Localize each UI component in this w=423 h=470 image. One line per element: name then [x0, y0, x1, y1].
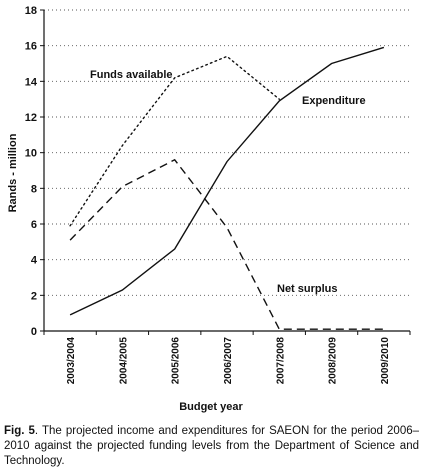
figure-label: Fig. 5 — [4, 425, 35, 437]
y-tick-label-4: 4 — [31, 255, 38, 267]
x-tick-label-2004-2005: 2004/2005 — [118, 337, 129, 385]
x-tick-label-2003-2004: 2003/2004 — [66, 337, 77, 385]
axes — [40, 9, 411, 335]
series-line-funds-available — [69, 55, 280, 227]
line-chart: 0 2 4 6 8 10 12 14 16 18 2003/2004 2004/2005 2005/2… — [7, 5, 411, 413]
series-line-expenditure — [69, 46, 385, 316]
figure-caption: Fig. 5. The projected income and expendi… — [4, 424, 419, 469]
x-axis-title: Budget year — [179, 401, 243, 413]
x-tick-label-2006-2007: 2006/2007 — [223, 337, 234, 385]
series-line-net-surplus — [69, 158, 384, 330]
series-lines — [69, 46, 385, 330]
y-tick-label-6: 6 — [31, 219, 37, 231]
series-label-expenditure: Expenditure — [302, 95, 366, 107]
y-tick-label-8: 8 — [31, 183, 37, 195]
x-tick-label-2008-2009: 2008/2009 — [328, 337, 339, 385]
caption-text: . The projected income and expenditures … — [4, 425, 420, 467]
x-tick-label-2005-2006: 2005/2006 — [171, 337, 182, 385]
y-tick-label-16: 16 — [25, 41, 37, 53]
x-tick-label-2007-2008: 2007/2008 — [275, 337, 286, 385]
y-tick-label-14: 14 — [25, 76, 38, 88]
series-label-net-surplus: Net surplus — [277, 283, 338, 295]
x-tick-labels: 2003/2004 2004/2005 2005/2006 2006/2007 2007… — [66, 337, 391, 385]
y-tick-label-2: 2 — [31, 290, 37, 302]
y-axis-title: Rands - million — [7, 133, 19, 212]
series-label-funds-available: Funds available — [90, 69, 173, 81]
y-tick-label-18: 18 — [25, 5, 37, 17]
y-tick-labels: 0 2 4 6 8 10 12 14 16 18 — [25, 5, 38, 338]
y-tick-label-10: 10 — [25, 148, 37, 160]
gridlines — [44, 9, 410, 296]
x-tick-label-2009-2010: 2009/2010 — [380, 337, 391, 385]
y-tick-label-0: 0 — [31, 326, 37, 338]
y-tick-label-12: 12 — [25, 112, 37, 124]
